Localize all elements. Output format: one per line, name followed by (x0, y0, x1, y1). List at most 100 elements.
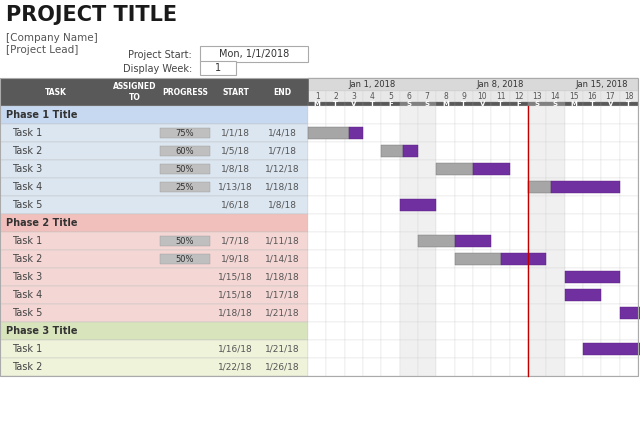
Bar (583, 268, 602, 286)
Bar (492, 322, 509, 340)
Bar (620, 268, 638, 286)
Text: F: F (516, 101, 521, 107)
Bar (363, 196, 381, 214)
Bar (602, 304, 620, 322)
Bar (528, 106, 547, 124)
Bar (399, 322, 418, 340)
Bar (308, 127, 349, 139)
Bar (492, 232, 509, 250)
Bar (528, 232, 547, 250)
Bar (492, 340, 509, 358)
Bar (583, 178, 602, 196)
Bar (381, 178, 399, 196)
Bar (509, 91, 528, 102)
Bar (399, 250, 418, 268)
Text: S: S (534, 101, 540, 107)
Bar (528, 142, 547, 160)
Bar (473, 142, 492, 160)
Bar (583, 214, 602, 232)
Bar (509, 286, 528, 304)
Bar (399, 232, 418, 250)
Bar (0, 358, 308, 376)
Text: 7: 7 (425, 92, 429, 101)
Bar (492, 124, 509, 142)
Bar (326, 322, 345, 340)
Bar (492, 304, 509, 322)
Bar (509, 160, 528, 178)
Bar (454, 91, 473, 102)
Bar (473, 358, 492, 376)
Bar (436, 340, 454, 358)
Bar (381, 106, 399, 124)
Bar (564, 322, 583, 340)
Bar (308, 78, 638, 91)
Bar (436, 106, 454, 124)
Bar (160, 254, 210, 264)
Bar (547, 232, 564, 250)
Bar (620, 124, 638, 142)
Bar (528, 322, 547, 340)
Bar (160, 164, 210, 174)
Bar (0, 0, 640, 78)
Bar (454, 160, 473, 178)
Bar (381, 340, 399, 358)
Bar (492, 106, 509, 124)
Bar (0, 250, 308, 268)
Bar (381, 358, 399, 376)
Bar (381, 268, 399, 286)
Text: T: T (370, 101, 374, 107)
Bar (602, 91, 620, 102)
Bar (528, 178, 547, 196)
Bar (0, 160, 308, 178)
Bar (308, 102, 326, 106)
Bar (363, 214, 381, 232)
Bar (473, 322, 492, 340)
Text: 1/1/18: 1/1/18 (221, 128, 250, 138)
Text: Task 4: Task 4 (12, 182, 42, 192)
Bar (200, 46, 308, 62)
Text: 1/21/18: 1/21/18 (265, 345, 300, 354)
Text: START: START (222, 88, 249, 96)
Bar (509, 232, 528, 250)
Bar (403, 145, 418, 157)
Text: 50%: 50% (176, 255, 195, 264)
Bar (326, 214, 345, 232)
Bar (399, 102, 418, 106)
Bar (399, 199, 436, 211)
Bar (547, 250, 564, 268)
Bar (0, 232, 308, 250)
Bar (381, 142, 399, 160)
Bar (509, 322, 528, 340)
Text: Task 2: Task 2 (12, 362, 42, 372)
Bar (602, 102, 620, 106)
Bar (454, 196, 473, 214)
Bar (509, 250, 528, 268)
Bar (418, 196, 436, 214)
Bar (436, 91, 454, 102)
Text: PROGRESS: PROGRESS (162, 88, 208, 96)
Bar (473, 124, 492, 142)
Bar (620, 106, 638, 124)
Bar (500, 253, 547, 265)
Bar (418, 178, 436, 196)
Bar (509, 102, 528, 106)
Bar (547, 358, 564, 376)
Text: M: M (570, 101, 577, 107)
Text: 12: 12 (514, 92, 524, 101)
Text: 14: 14 (550, 92, 560, 101)
Bar (308, 142, 326, 160)
Bar (492, 250, 509, 268)
Bar (381, 232, 399, 250)
Bar (0, 78, 308, 106)
Bar (381, 196, 399, 214)
Bar (454, 268, 473, 286)
Bar (418, 91, 436, 102)
Text: 1/16/18: 1/16/18 (218, 345, 253, 354)
Bar (326, 304, 345, 322)
Text: 1/22/18: 1/22/18 (218, 363, 253, 371)
Bar (326, 340, 345, 358)
Bar (345, 250, 363, 268)
Text: 1/8/18: 1/8/18 (268, 201, 297, 210)
Bar (363, 232, 381, 250)
Bar (602, 286, 620, 304)
